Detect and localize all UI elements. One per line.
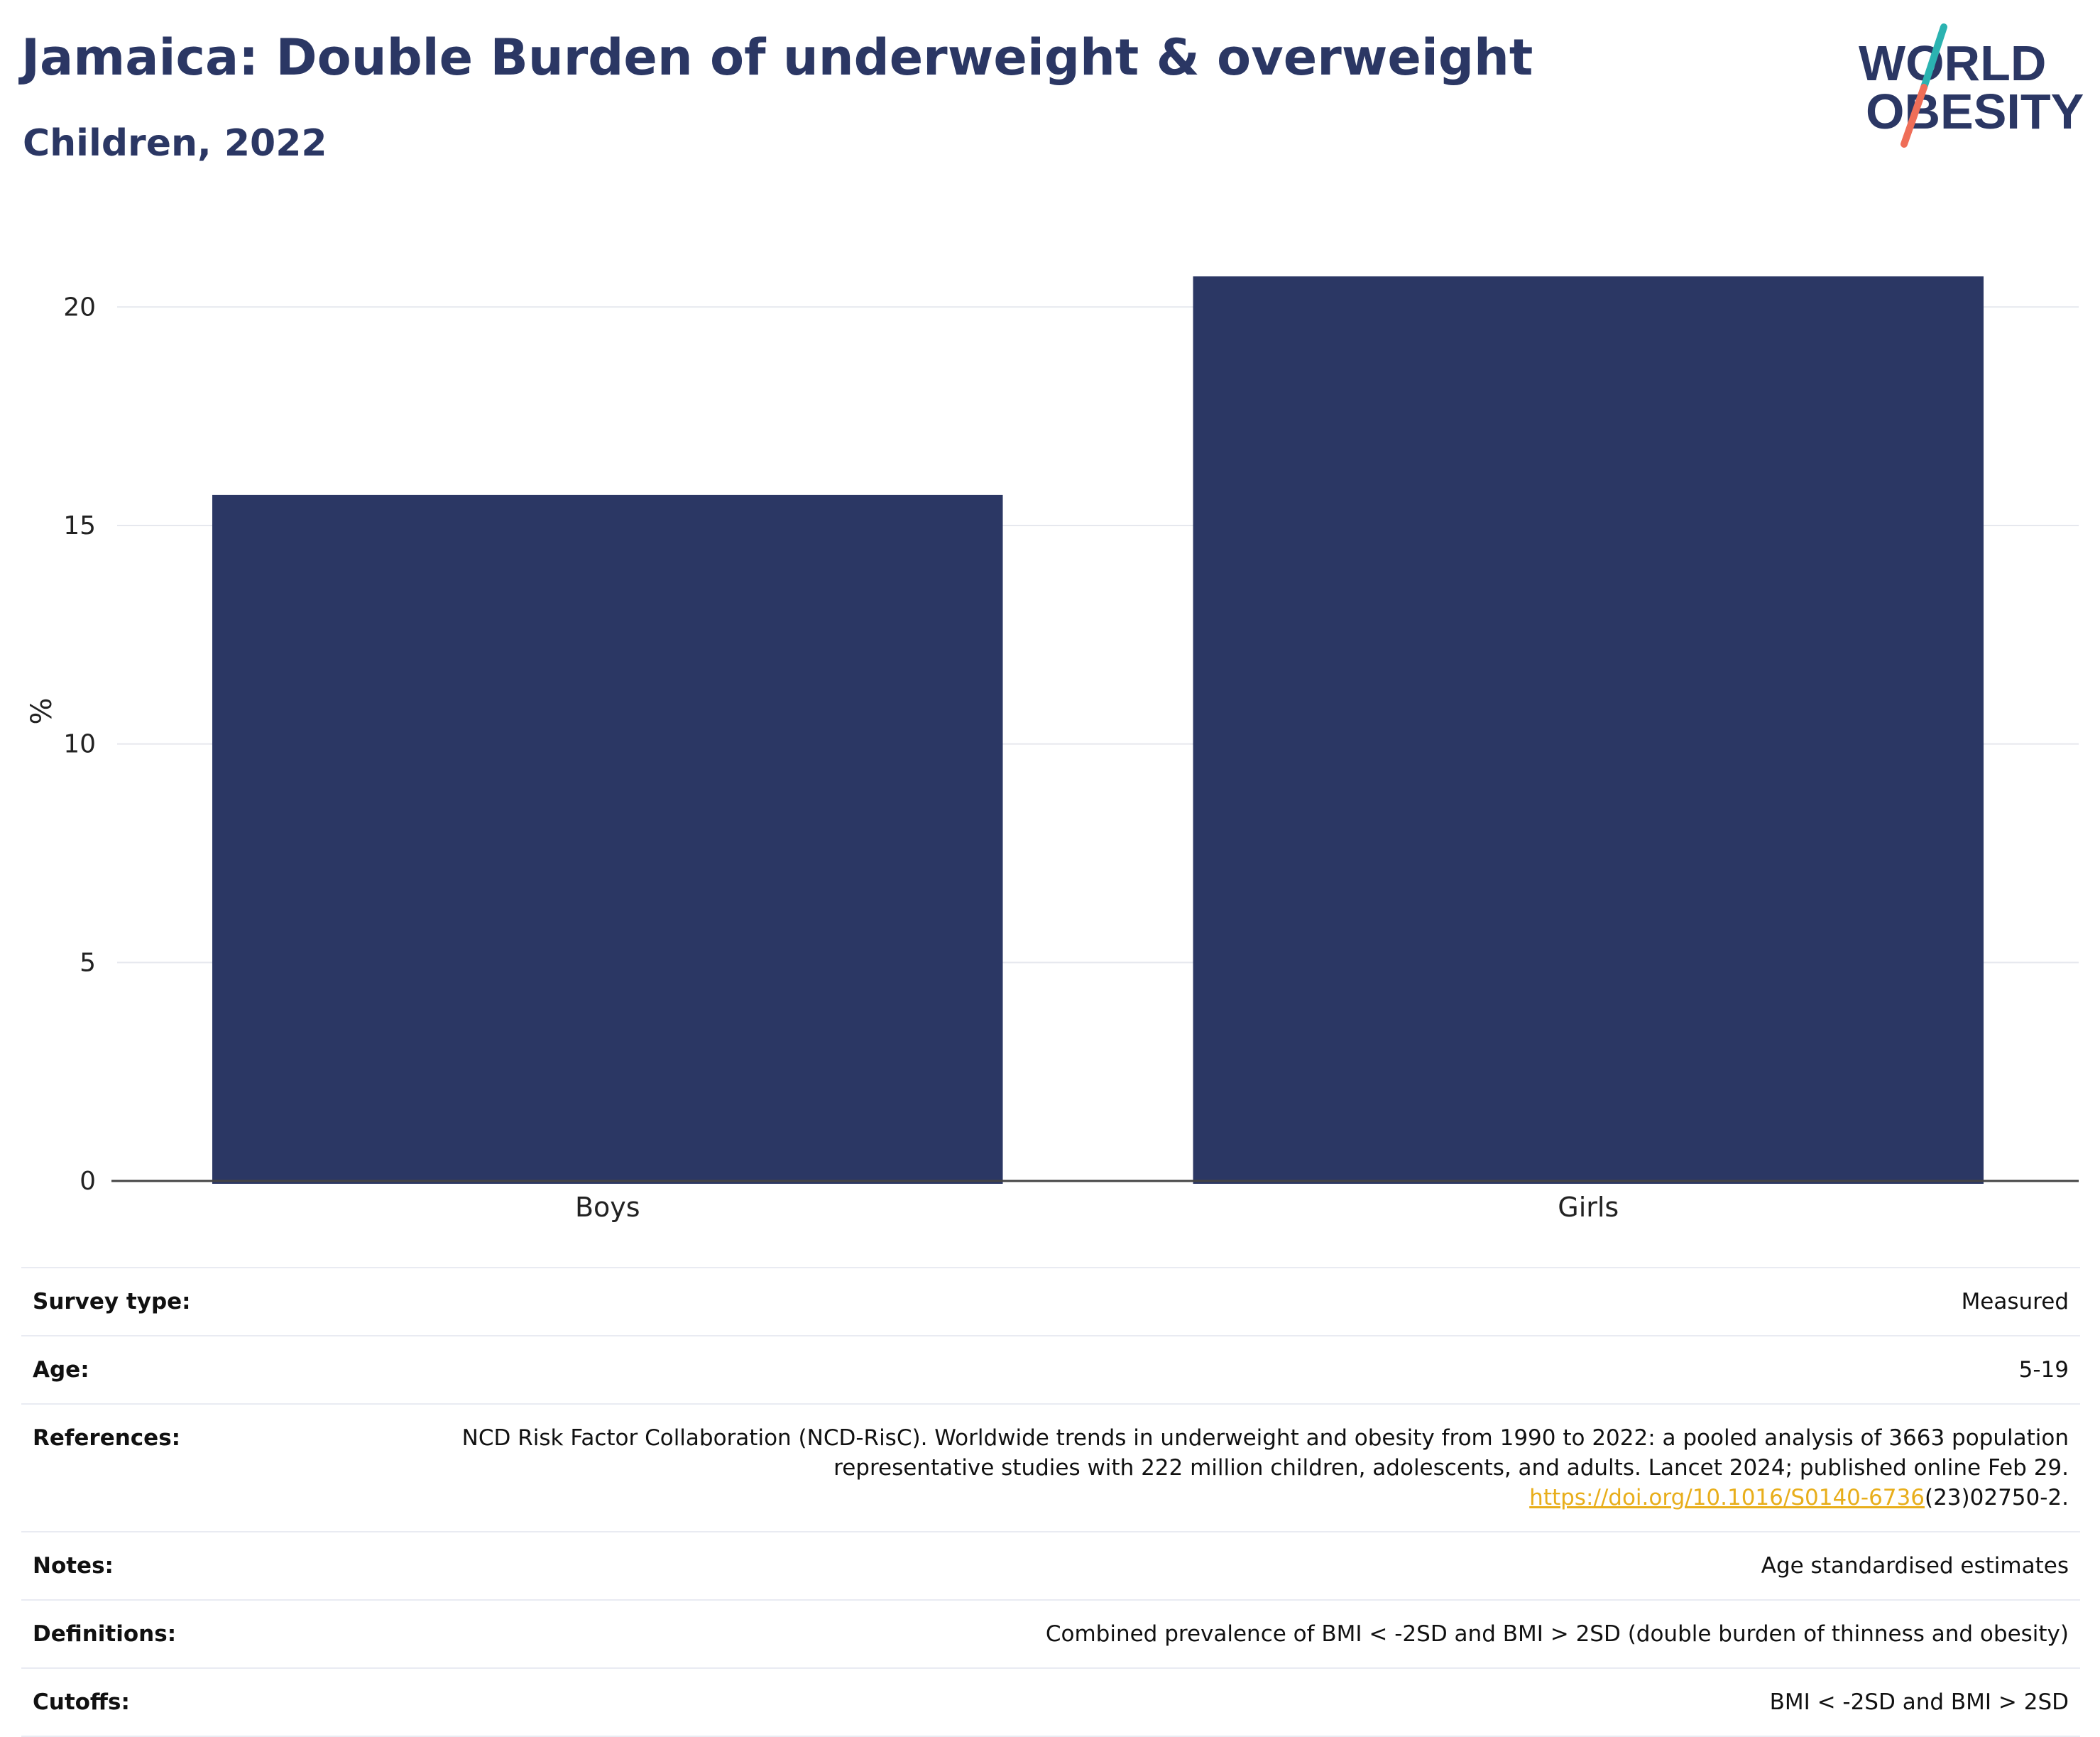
metadata-table: Survey type: Measured Age: 5-19 Referenc… bbox=[21, 1267, 2080, 1737]
world-obesity-logo: WORLD OBESITY bbox=[1846, 20, 2087, 151]
meta-label: Notes: bbox=[33, 1553, 114, 1579]
bar-chart: 0 5 10 15 20 Boys Girls% bbox=[26, 276, 2079, 1223]
meta-label: Age: bbox=[33, 1357, 89, 1383]
x-tick-label: Girls bbox=[1558, 1192, 1619, 1223]
reference-doi-suffix: (23)02750-2. bbox=[1924, 1485, 2069, 1510]
page-title: Jamaica: Double Burden of underweight & … bbox=[21, 28, 1533, 87]
logo-slash-teal bbox=[1920, 23, 1947, 91]
reference-text: NCD Risk Factor Collaboration (NCD-RisC)… bbox=[461, 1425, 2069, 1481]
meta-value: 5-19 bbox=[2018, 1357, 2069, 1383]
meta-row-age: Age: 5-19 bbox=[21, 1336, 2080, 1405]
meta-label: Definitions: bbox=[33, 1621, 177, 1647]
meta-value: Measured bbox=[1961, 1289, 2069, 1314]
meta-label: Cutoffs: bbox=[33, 1689, 130, 1715]
logo-word-world: WORLD bbox=[1859, 36, 2046, 91]
logo-word-obesity: OBESITY bbox=[1866, 84, 2084, 139]
meta-row-notes: Notes: Age standardised estimates bbox=[21, 1532, 2080, 1601]
y-tick-label: 5 bbox=[80, 948, 96, 977]
meta-row-survey-type: Survey type: Measured bbox=[21, 1268, 2080, 1336]
meta-row-cutoffs: Cutoffs: BMI < -2SD and BMI > 2SD bbox=[21, 1669, 2080, 1737]
logo-slash-coral bbox=[1901, 84, 1927, 148]
meta-value-references: NCD Risk Factor Collaboration (NCD-RisC)… bbox=[365, 1423, 2069, 1513]
meta-label: Survey type: bbox=[33, 1289, 191, 1314]
x-tick-label: Boys bbox=[575, 1192, 640, 1223]
bar-girls bbox=[1193, 276, 1984, 1184]
y-tick-label: 0 bbox=[80, 1167, 96, 1196]
bar-boys bbox=[212, 494, 1003, 1184]
meta-row-definitions: Definitions: Combined prevalence of BMI … bbox=[21, 1601, 2080, 1669]
y-tick-label: 10 bbox=[63, 730, 96, 759]
y-tick-label: 20 bbox=[63, 293, 96, 322]
y-axis-label: % bbox=[26, 697, 58, 724]
meta-value: BMI < -2SD and BMI > 2SD bbox=[1769, 1689, 2069, 1715]
page-subtitle: Children, 2022 bbox=[23, 122, 327, 165]
meta-value: Combined prevalence of BMI < -2SD and BM… bbox=[1045, 1621, 2069, 1647]
reference-doi-link[interactable]: https://doi.org/10.1016/S0140-6736 bbox=[1529, 1485, 1925, 1510]
y-tick-label: 15 bbox=[63, 511, 96, 540]
meta-value: Age standardised estimates bbox=[1761, 1553, 2069, 1579]
meta-label: References: bbox=[33, 1425, 181, 1451]
meta-row-references: References: NCD Risk Factor Collaboratio… bbox=[21, 1405, 2080, 1532]
